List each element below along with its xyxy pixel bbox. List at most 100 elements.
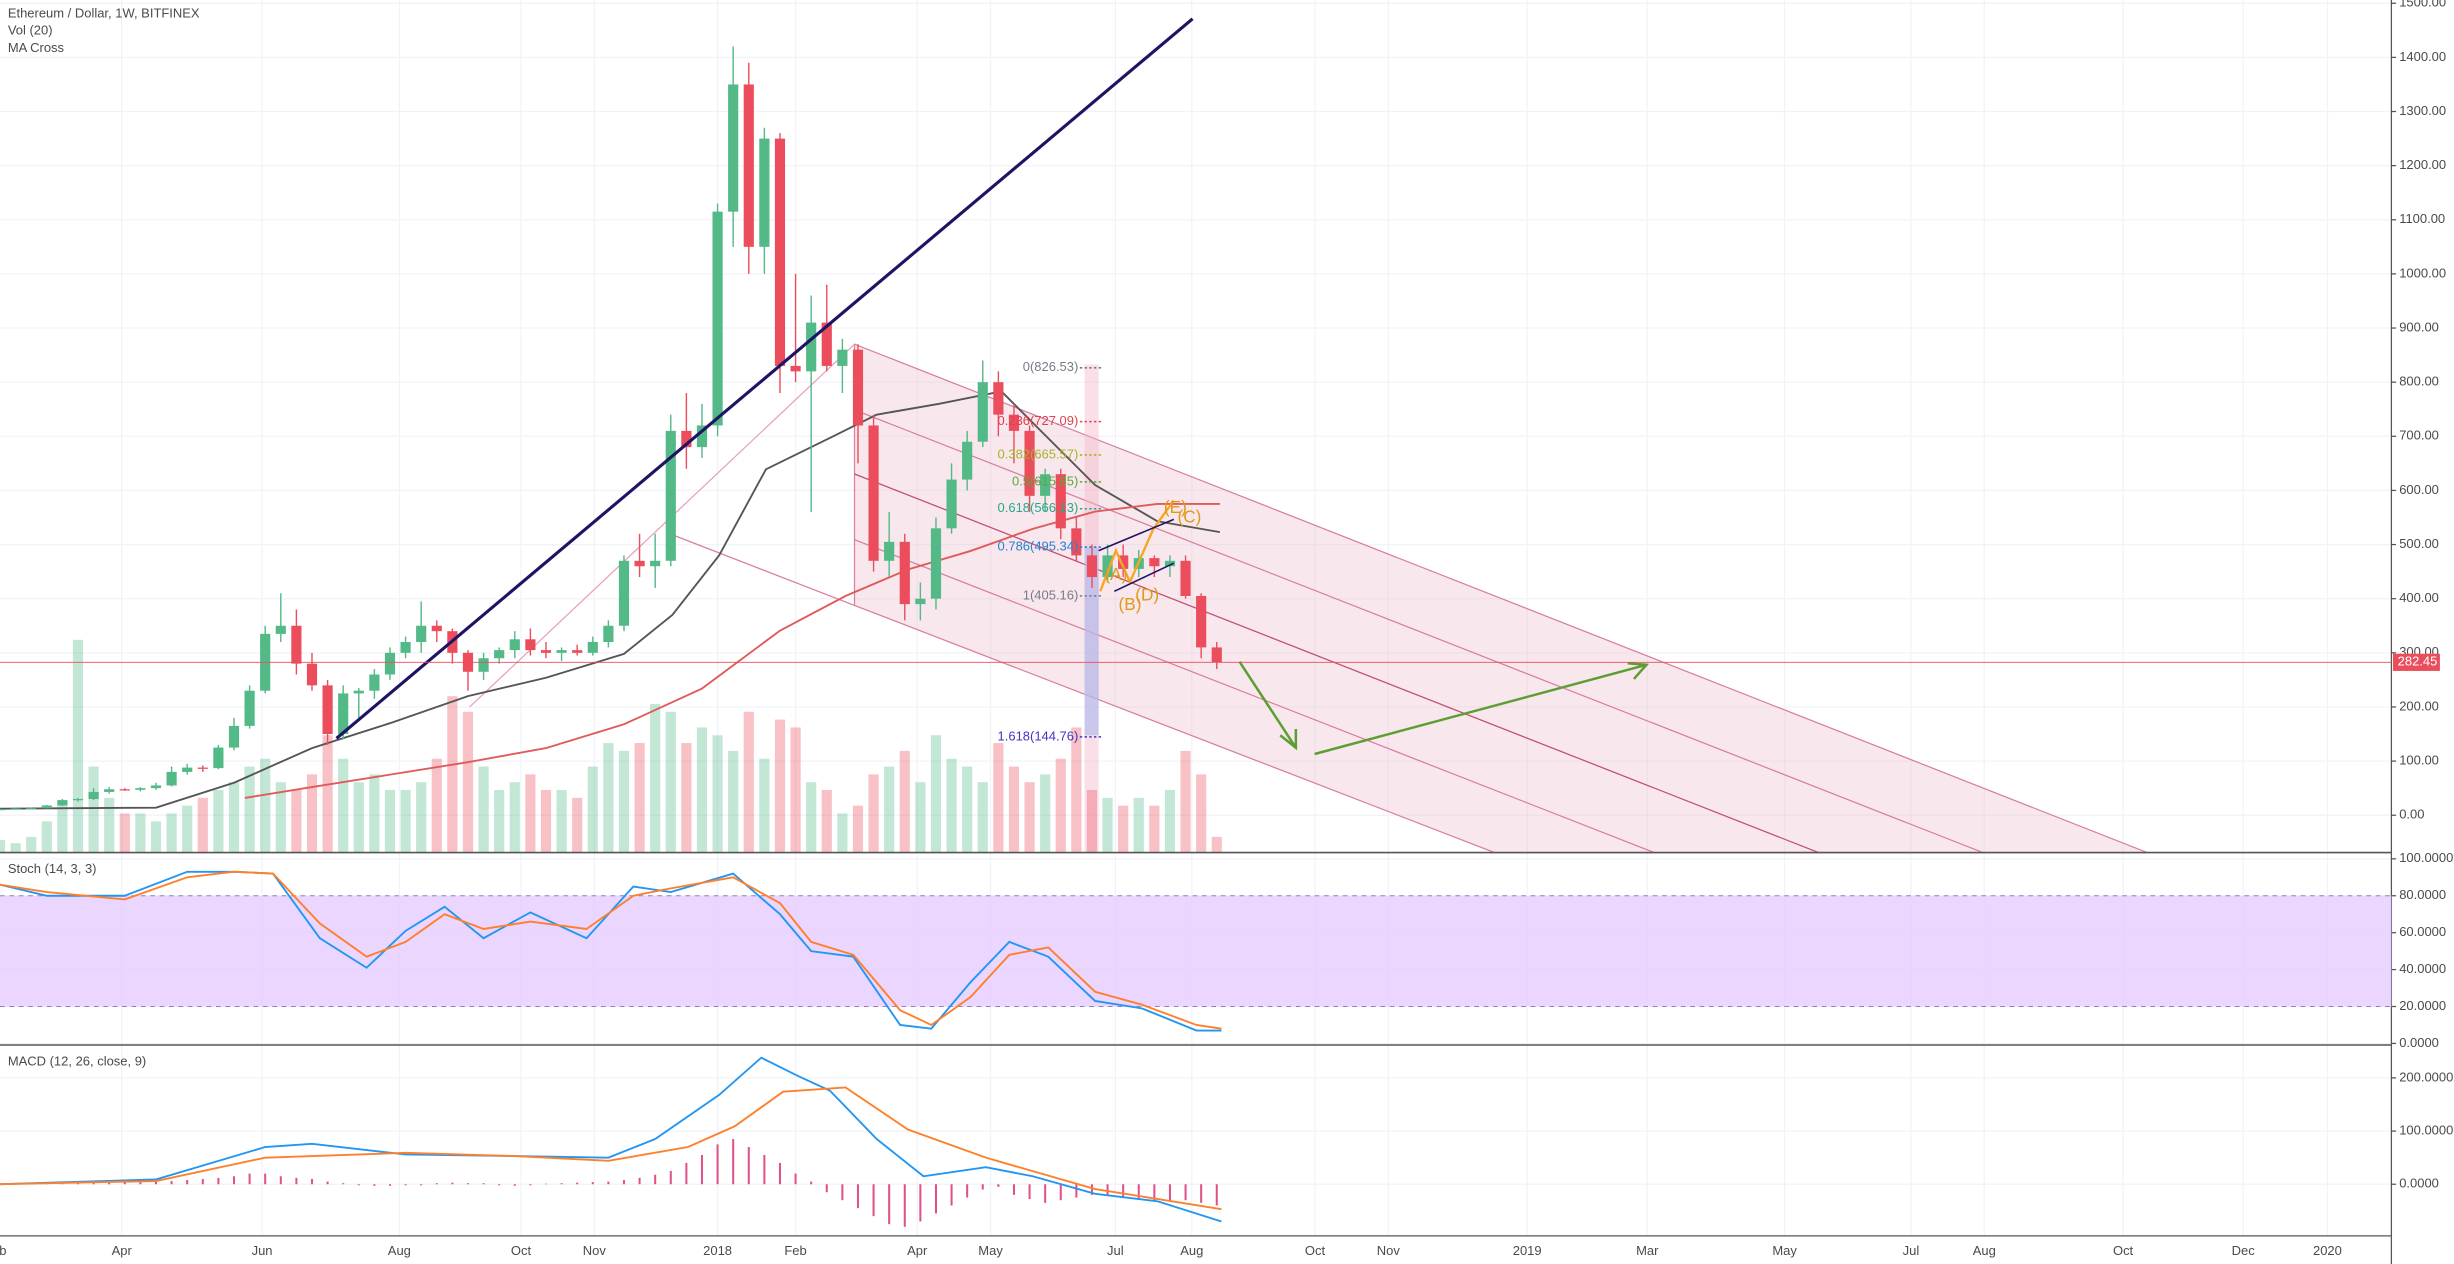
candle-body (197, 767, 208, 769)
volume-bar (728, 750, 739, 853)
last-price-label: 282.45 (2398, 654, 2438, 669)
x-tick-label: Aug (388, 1243, 411, 1258)
volume-bar (1133, 797, 1144, 853)
volume-bar (182, 805, 193, 853)
y-tick-label: 80.0000 (2399, 887, 2446, 902)
x-tick-label: Oct (2113, 1243, 2134, 1258)
moving-average (244, 503, 1220, 799)
volume-bar (104, 797, 115, 853)
candle-body (868, 425, 879, 561)
x-tick-label: 2018 (703, 1243, 732, 1258)
volume-bar (946, 758, 957, 853)
candle-body (72, 798, 84, 801)
volume-bar (743, 711, 754, 853)
candle-body (431, 625, 442, 632)
candle-body (291, 625, 302, 664)
y-tick-label: 100.0000 (2399, 1122, 2453, 1137)
fib-label: 1(405.16) (1023, 587, 1079, 602)
y-tick-label: 500.00 (2399, 536, 2439, 551)
moving-average (0, 390, 1221, 810)
y-tick-label: 0.0000 (2399, 1035, 2439, 1050)
trend-line (335, 17, 1194, 740)
candle-body (384, 652, 396, 675)
candle-body (369, 674, 380, 691)
candle-body (1180, 560, 1191, 596)
candle-body (899, 541, 910, 605)
candle-body (275, 625, 286, 634)
candle-body (634, 560, 645, 567)
arrow-head (1279, 728, 1298, 751)
y-tick-label: 40.0000 (2399, 961, 2446, 976)
volume-bar (509, 782, 520, 853)
wave-label: (A) (1104, 564, 1127, 584)
volume-bar (1118, 805, 1129, 853)
volume-bar (634, 743, 645, 853)
volume-bar (197, 797, 208, 853)
candle-body (338, 693, 349, 735)
candle-body (135, 788, 146, 790)
pane-title: Stoch (14, 3, 3) (8, 861, 97, 876)
volume-bar (977, 782, 988, 853)
forecast-arrows (1238, 661, 1650, 756)
candle-body (1071, 528, 1082, 556)
candle-body (525, 639, 536, 651)
volume-bar (1196, 774, 1207, 853)
candle-body (166, 771, 177, 786)
candle-body (1164, 560, 1176, 567)
candle-body (244, 690, 255, 726)
volume-bar (26, 836, 37, 853)
candle-body (1196, 595, 1207, 648)
candle-body (1211, 647, 1222, 663)
candle-body (0, 808, 6, 811)
indicator-label: MA Cross (8, 40, 65, 55)
volume-bar (72, 639, 84, 853)
wave-path (1099, 499, 1175, 592)
volume-bar (837, 813, 848, 853)
volume-bar (884, 766, 895, 853)
x-tick-label: Jul (1107, 1243, 1124, 1258)
volume-bar (135, 813, 146, 853)
volume-bar (275, 782, 286, 853)
candle-body (322, 685, 333, 735)
volume-bar (353, 782, 364, 853)
macd-line (0, 1086, 1222, 1211)
stoch-line (0, 870, 1222, 1030)
volume-bar (790, 727, 801, 853)
candle-body (1008, 414, 1020, 431)
candle-body (852, 349, 864, 426)
volume-bar (1211, 836, 1222, 853)
fib-label: 0.786(495.34) (998, 539, 1079, 554)
volume-bar (899, 750, 910, 853)
candle-body (494, 650, 505, 659)
wave-label: (B) (1118, 594, 1141, 614)
volume-bar (525, 774, 536, 853)
volume-bar (462, 711, 474, 853)
candle-body (1118, 555, 1129, 569)
volume-bar (1008, 766, 1020, 853)
y-tick-label: 20.0000 (2399, 998, 2446, 1013)
y-tick-label: 200.00 (2399, 698, 2439, 713)
volume-bar (244, 766, 255, 853)
volume-bar (478, 766, 489, 853)
y-tick-label: 200.0000 (2399, 1069, 2453, 1084)
volume-bar (431, 758, 442, 853)
candle-body (1024, 430, 1035, 496)
candle-body (930, 528, 942, 599)
volume-bar (930, 735, 942, 853)
candle-body (696, 425, 708, 448)
volume-bar (712, 735, 723, 853)
candle-body (119, 789, 130, 791)
volume-bar (260, 758, 271, 853)
channel-median (854, 473, 1819, 854)
y-tick-label: 600.00 (2399, 482, 2439, 497)
volume-bar (1149, 805, 1160, 853)
x-tick-label: Feb (0, 1243, 7, 1258)
x-tick-label: Aug (1973, 1243, 1996, 1258)
volume-bar (665, 711, 676, 853)
x-tick-label: May (1772, 1243, 1797, 1258)
volume-bar (618, 750, 630, 853)
candle-body (1055, 474, 1066, 529)
x-tick-label: Mar (1636, 1243, 1659, 1258)
candle-body (26, 808, 37, 810)
